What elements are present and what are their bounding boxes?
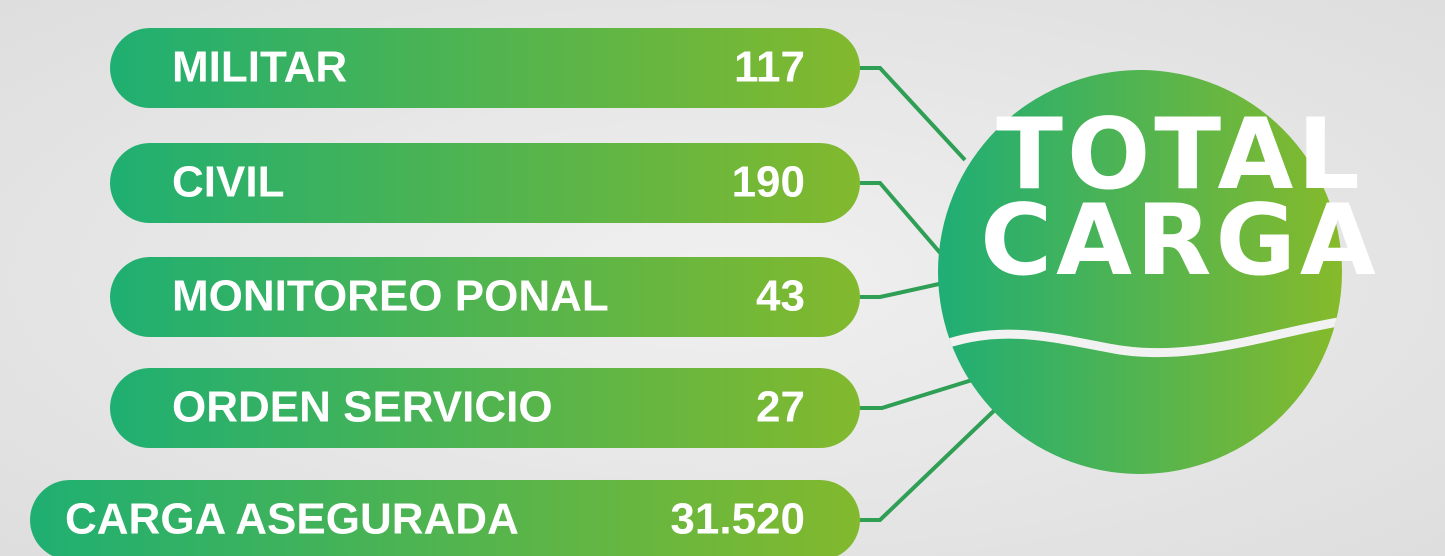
row-value: 117 — [734, 43, 805, 92]
row: ORDEN SERVICIO 27 — [110, 368, 860, 448]
rows: MILITAR 117 CIVIL 190 MONITOREO PONAL 43 ORDEN… — [30, 28, 860, 556]
pill — [110, 28, 860, 108]
total-line: CARGA — [980, 184, 1380, 298]
connectors — [860, 66, 1002, 522]
pill — [110, 257, 860, 337]
total-line: TOTAL — [996, 98, 1364, 212]
row-label: ORDEN SERVICIO — [172, 383, 553, 432]
pill — [30, 480, 860, 556]
row-label: CARGA ASEGURADA — [65, 495, 519, 544]
row-value: 190 — [732, 158, 805, 207]
pill — [110, 368, 860, 448]
row-label: MONITOREO PONAL — [172, 272, 609, 321]
pill — [110, 143, 860, 223]
total-circle: TOTAL CARGA — [938, 70, 1380, 474]
row: MONITOREO PONAL 43 — [110, 257, 860, 337]
row-value: 31.520 — [670, 495, 805, 544]
row-label: CIVIL — [172, 158, 284, 207]
row: CIVIL 190 — [110, 143, 860, 223]
row-value: 43 — [756, 272, 805, 321]
row: MILITAR 117 — [110, 28, 860, 108]
row-value: 27 — [756, 383, 805, 432]
row: CARGA ASEGURADA 31.520 — [30, 480, 860, 556]
row-label: MILITAR — [172, 43, 347, 92]
